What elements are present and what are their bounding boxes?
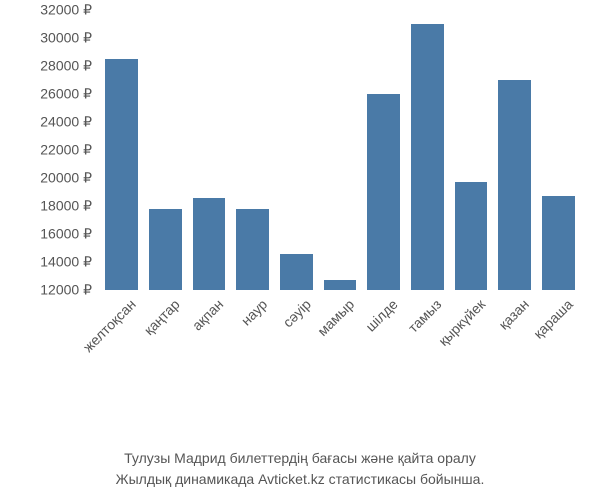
caption-line-2: Жылдық динамикада Avticket.kz статистика… bbox=[0, 469, 600, 490]
y-tick-label: 22000 ₽ bbox=[40, 142, 92, 159]
x-tick-label: сәуір bbox=[279, 296, 313, 330]
bar bbox=[280, 254, 313, 290]
y-tick-label: 32000 ₽ bbox=[40, 2, 92, 19]
y-tick-label: 16000 ₽ bbox=[40, 226, 92, 243]
y-tick-label: 24000 ₽ bbox=[40, 114, 92, 131]
y-tick-label: 28000 ₽ bbox=[40, 58, 92, 75]
y-tick-label: 26000 ₽ bbox=[40, 86, 92, 103]
bar bbox=[367, 94, 400, 290]
x-tick-label: тамыз bbox=[405, 296, 445, 336]
plot-area bbox=[100, 10, 580, 290]
bar bbox=[542, 196, 575, 290]
bar bbox=[455, 182, 488, 290]
x-tick-label: наур bbox=[238, 296, 271, 329]
y-tick-label: 18000 ₽ bbox=[40, 198, 92, 215]
x-tick-label: мамыр bbox=[314, 296, 357, 339]
x-tick-label: ақпан bbox=[189, 296, 226, 333]
x-tick-label: қыркүйек bbox=[435, 296, 488, 349]
bar bbox=[411, 24, 444, 290]
x-axis: желтоқсанқаңтарақпаннаурсәуірмамыршілдет… bbox=[100, 290, 580, 410]
y-tick-label: 20000 ₽ bbox=[40, 170, 92, 187]
chart-caption: Тулузы Мадрид билеттердің бағасы және қа… bbox=[0, 448, 600, 490]
caption-line-1: Тулузы Мадрид билеттердің бағасы және қа… bbox=[0, 448, 600, 469]
y-tick-label: 14000 ₽ bbox=[40, 254, 92, 271]
x-tick-label: қазан bbox=[495, 296, 532, 333]
bar bbox=[149, 209, 182, 290]
x-tick-label: қараша bbox=[530, 296, 576, 342]
bar bbox=[498, 80, 531, 290]
x-tick-label: желтоқсан bbox=[80, 296, 139, 355]
y-tick-label: 30000 ₽ bbox=[40, 30, 92, 47]
y-tick-label: 12000 ₽ bbox=[40, 282, 92, 299]
bar bbox=[105, 59, 138, 290]
x-tick-label: шілде bbox=[362, 296, 401, 335]
price-bar-chart: 12000 ₽ 14000 ₽ 16000 ₽ 18000 ₽ 20000 ₽ 22000… bbox=[20, 10, 580, 410]
x-tick-label: қаңтар bbox=[141, 296, 183, 338]
y-axis: 12000 ₽14000 ₽16000 ₽18000 ₽20000 ₽22000… bbox=[20, 10, 100, 290]
bar bbox=[324, 280, 357, 290]
bar bbox=[236, 209, 269, 290]
bar bbox=[193, 198, 226, 290]
